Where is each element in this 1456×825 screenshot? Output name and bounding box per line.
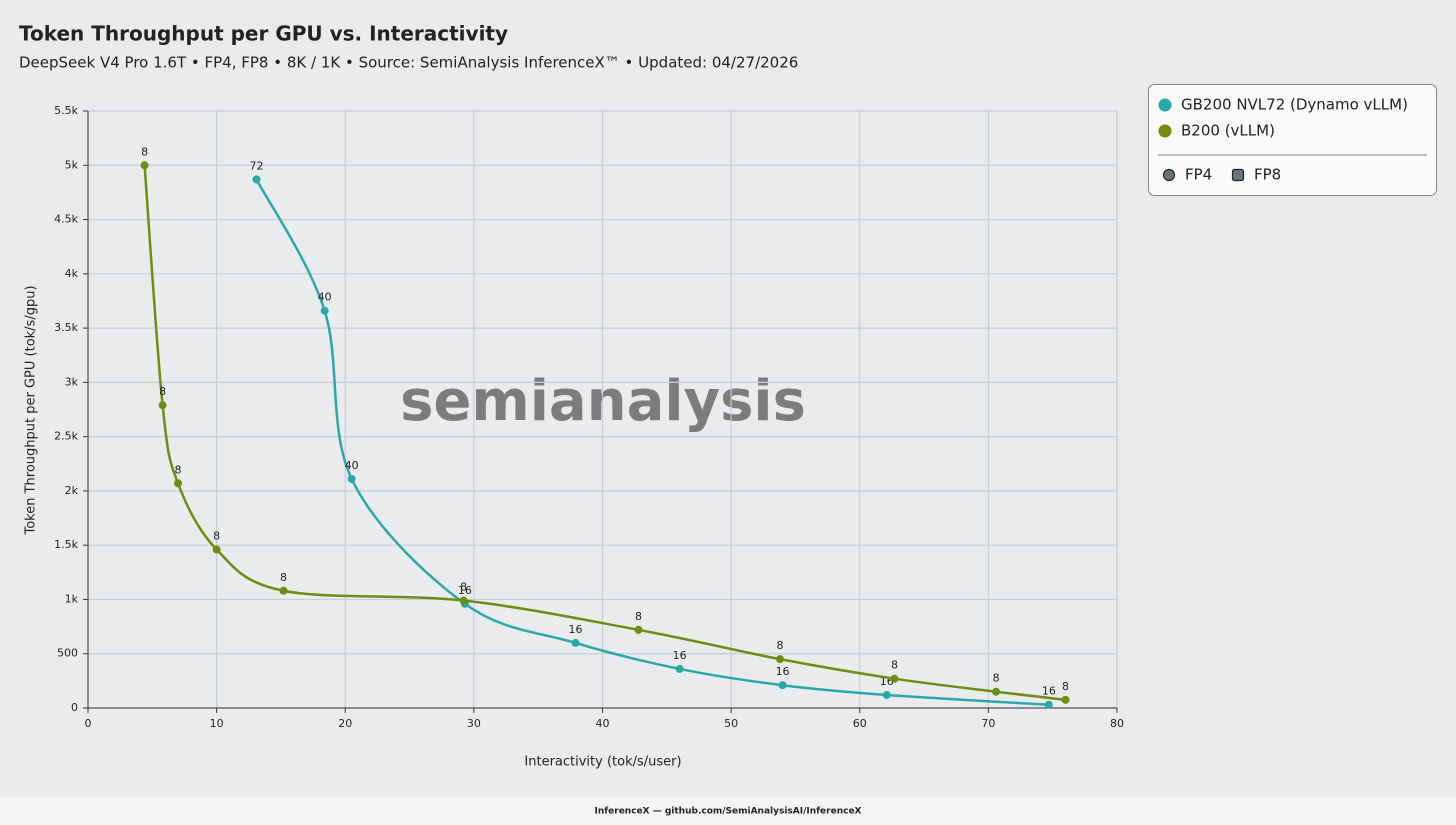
y-tick-label: 1k <box>65 592 79 605</box>
footer-bar <box>0 797 1456 825</box>
point-label: 8 <box>993 672 1000 685</box>
data-point <box>459 596 468 605</box>
x-tick-label: 70 <box>981 717 995 730</box>
data-point <box>174 479 183 488</box>
data-point <box>882 690 891 699</box>
legend-marker <box>1158 124 1172 138</box>
y-tick-label: 0 <box>71 701 78 714</box>
data-point <box>890 674 899 683</box>
data-point <box>1061 695 1070 704</box>
point-label: 40 <box>345 459 359 472</box>
point-label: 16 <box>568 623 582 636</box>
point-label: 16 <box>1042 685 1056 698</box>
point-label: 72 <box>249 159 263 172</box>
data-point <box>347 474 356 483</box>
data-point <box>634 625 643 634</box>
point-label: 16 <box>458 584 472 597</box>
data-point <box>158 401 167 410</box>
y-tick-label: 3k <box>65 375 79 388</box>
x-tick-label: 60 <box>853 717 867 730</box>
y-tick-label: 4.5k <box>54 213 78 226</box>
x-tick-label: 30 <box>467 717 481 730</box>
data-point <box>992 687 1001 696</box>
data-point <box>571 638 580 647</box>
y-tick-label: 5k <box>65 158 79 171</box>
point-label: 8 <box>635 610 642 623</box>
chart-title: Token Throughput per GPU vs. Interactivi… <box>19 22 508 46</box>
y-tick-label: 2k <box>65 484 79 497</box>
chart-subtitle: DeepSeek V4 Pro 1.6T • FP4, FP8 • 8K / 1… <box>19 54 798 72</box>
data-point <box>140 161 149 170</box>
x-tick-label: 80 <box>1110 717 1124 730</box>
x-tick-label: 0 <box>85 717 92 730</box>
y-tick-label: 3.5k <box>54 321 78 334</box>
y-tick-label: 4k <box>65 267 79 280</box>
y-tick-label: 2.5k <box>54 430 78 443</box>
point-label: 8 <box>460 581 467 594</box>
point-label: 8 <box>213 530 220 543</box>
y-axis-label: Token Throughput per GPU (tok/s/gpu) <box>24 285 39 535</box>
data-point <box>776 655 785 664</box>
y-tick-label: 1.5k <box>54 538 78 551</box>
data-point <box>212 545 221 554</box>
data-point <box>279 586 288 595</box>
x-tick-label: 10 <box>210 717 224 730</box>
point-label: 8 <box>891 659 898 672</box>
y-tick-label: 5.5k <box>54 104 78 117</box>
point-label: 8 <box>280 571 287 584</box>
x-tick-label: 50 <box>724 717 738 730</box>
legend-marker <box>1158 98 1172 112</box>
legend-box <box>1148 84 1437 196</box>
point-label: 8 <box>1062 680 1069 693</box>
plot-area: 0 500 1k 1.5k 2k 2.5k 3k 3.5k 4k 4.5k 5k 5.5k 0 10 20 3… <box>54 104 1124 730</box>
x-tick-label: 40 <box>596 717 610 730</box>
data-point <box>1044 700 1053 709</box>
point-label: 16 <box>776 665 790 678</box>
legend-label: GB200 NVL72 (Dynamo vLLM) <box>1181 96 1408 114</box>
data-point <box>778 681 787 690</box>
legend-label: FP8 <box>1254 166 1281 184</box>
footer: InferenceX — github.com/SemiAnalysisAI/I… <box>594 807 861 817</box>
legend-shape <box>1162 168 1176 182</box>
point-label: 8 <box>777 639 784 652</box>
point-label: 8 <box>141 145 148 158</box>
legend-shape <box>1231 168 1245 182</box>
legend: GB200 NVL72 (Dynamo vLLM) B200 (vLLM) FP4 F… <box>1158 96 1408 184</box>
y-tick-label: 500 <box>57 647 78 660</box>
data-point <box>675 664 684 673</box>
point-label: 16 <box>673 649 687 662</box>
point-label: 8 <box>175 463 182 476</box>
point-label: 8 <box>159 385 166 398</box>
point-label: 40 <box>318 291 332 304</box>
x-tick-label: 20 <box>338 717 352 730</box>
legend-label: B200 (vLLM) <box>1181 122 1275 140</box>
x-axis-label: Interactivity (tok/s/user) <box>524 755 681 770</box>
series-line <box>255 178 1049 706</box>
data-point <box>252 175 261 184</box>
legend-label: FP4 <box>1185 166 1212 184</box>
data-point <box>320 306 329 315</box>
